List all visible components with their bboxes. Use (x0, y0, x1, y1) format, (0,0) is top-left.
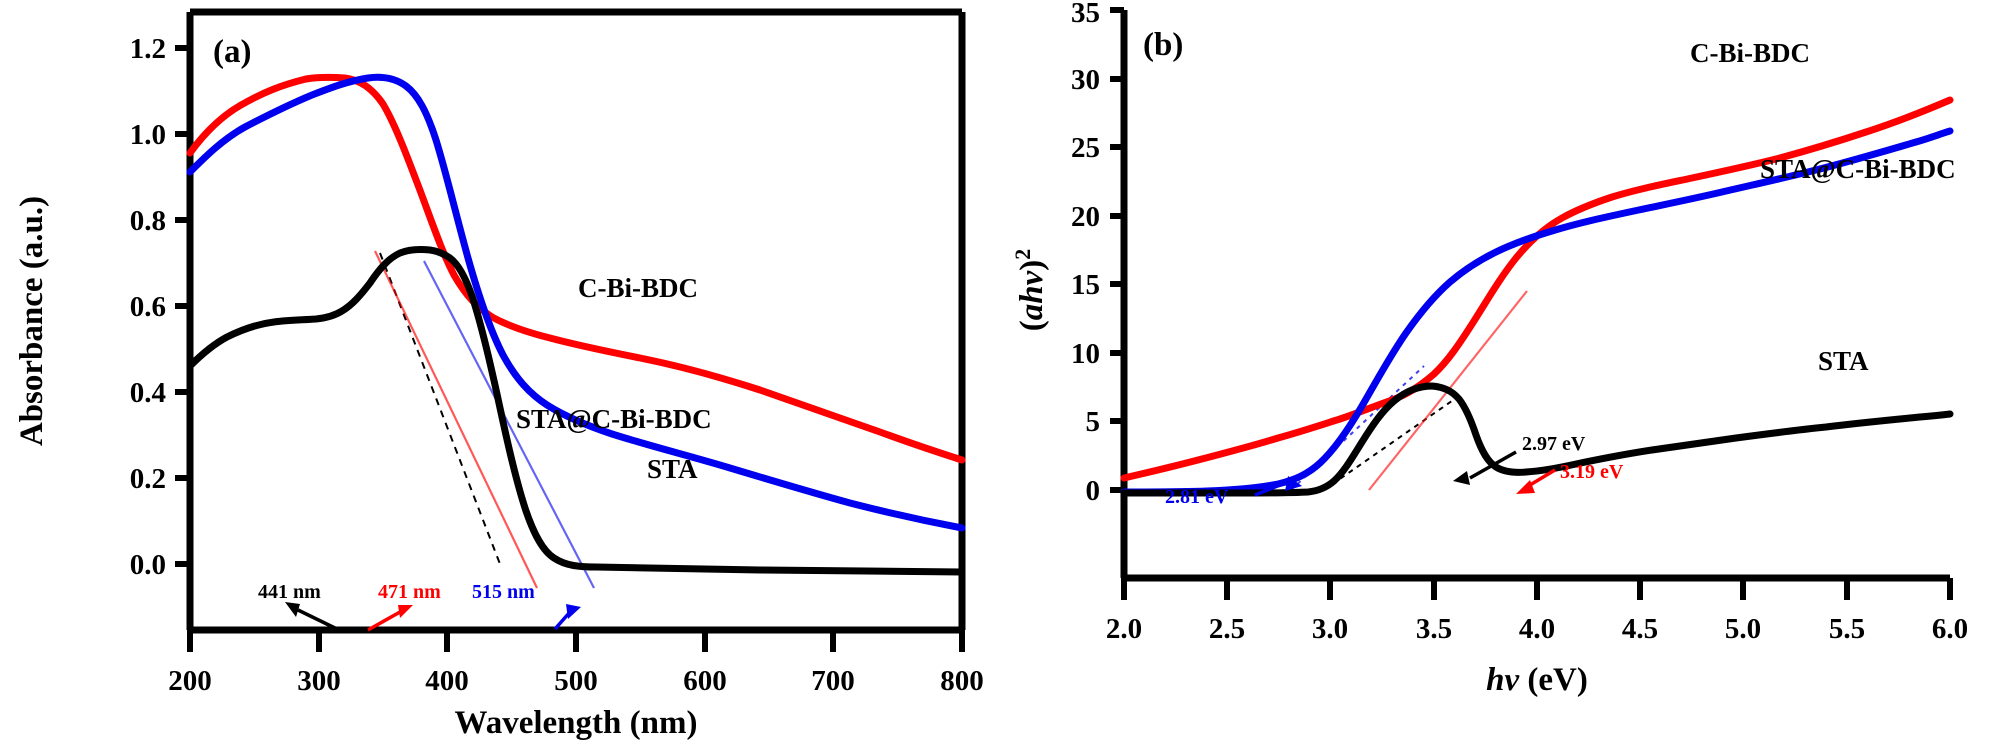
panel-a-tangents (374, 250, 595, 589)
x-tick-label: 5.0 (1725, 613, 1761, 645)
y-tick-label: 20 (1071, 201, 1100, 233)
x-tick-label: 500 (554, 665, 598, 697)
panel-a-annotation-arrows (285, 602, 581, 632)
x-axis-title-italic: hv (1486, 662, 1519, 698)
y-tick-label: 0.2 (130, 463, 166, 495)
x-tick-label: 300 (297, 665, 341, 697)
panel-a-x-axis-title: Wavelength (nm) (455, 705, 698, 741)
series-label-sta: STA (1818, 346, 1869, 376)
y-axis-title-close: ) (1014, 260, 1050, 271)
y-axis-title-italic: ahv (1014, 270, 1050, 320)
y-tick-label: 0 (1086, 475, 1101, 507)
series-label-c-bi-bdc: C-Bi-BDC (1690, 38, 1810, 68)
x-tick-label: 2.5 (1209, 613, 1245, 645)
y-tick-label: 1.0 (130, 119, 166, 151)
x-tick-label: 2.0 (1106, 613, 1142, 645)
x-tick-label: 600 (683, 665, 727, 697)
x-tick-label: 4.0 (1519, 613, 1555, 645)
annotation-281ev: 2.81 eV (1165, 486, 1229, 508)
y-tick-label: 25 (1071, 132, 1100, 164)
annotation-297ev: 2.97 eV (1522, 433, 1586, 455)
series-curve-sta (1120, 382, 1954, 497)
x-tick-label: 200 (168, 665, 212, 697)
panel-a-y-ticks (175, 45, 190, 567)
annotation-515nm: 515 nm (472, 581, 535, 603)
y-tick-label: 15 (1071, 269, 1100, 301)
y-axis-title-superscript: 2 (1010, 249, 1035, 260)
series-label-sta: STA (647, 454, 698, 484)
panel-b-x-axis-title: hv (eV) (1486, 662, 1588, 698)
panel-a-x-tick-labels: 200 300 400 500 600 700 800 (168, 665, 984, 697)
y-tick-label: 0.8 (130, 205, 166, 237)
y-axis-title-open: ( (1014, 320, 1050, 331)
panel-b-x-tick-labels: 2.0 2.5 3.0 3.5 4.0 4.5 5.0 5.5 6.0 (1106, 613, 1968, 645)
panel-a-x-ticks (187, 630, 965, 652)
x-tick-label: 3.5 (1416, 613, 1452, 645)
x-tick-label: 5.5 (1829, 613, 1865, 645)
annotation-319ev: 3.19 eV (1560, 461, 1624, 483)
y-tick-label: 0.0 (130, 549, 166, 581)
panel-a-y-tick-labels: 0.0 0.2 0.4 0.6 0.8 1.0 1.2 (130, 33, 166, 581)
y-tick-label: 35 (1071, 0, 1100, 29)
panel-b-annotation-arrows (1254, 450, 1556, 497)
panel-b-y-tick-labels: 0 5 10 15 20 25 30 35 (1071, 0, 1100, 507)
panel-a: 0.0 0.2 0.4 0.6 0.8 1.0 1.2 200 300 (14, 8, 984, 741)
panel-a-y-axis-title: Absorbance (a.u.) (14, 196, 50, 446)
panel-b-x-ticks (1121, 578, 1953, 600)
series-label-sta-at-c-bi-bdc: STA@C-Bi-BDC (516, 404, 712, 434)
panel-a-svg: 0.0 0.2 0.4 0.6 0.8 1.0 1.2 200 300 (14, 8, 984, 741)
x-tick-label: 400 (425, 665, 469, 697)
panel-b-svg: 0 5 10 15 20 25 30 35 (1010, 0, 1968, 698)
panel-b-label: (b) (1143, 27, 1183, 63)
x-axis-title-rest: (eV) (1519, 662, 1588, 698)
x-tick-label: 4.5 (1622, 613, 1658, 645)
x-tick-label: 3.0 (1312, 613, 1348, 645)
panel-b-y-axis-title: (ahv)2 (1010, 249, 1050, 332)
annotation-441nm: 441 nm (258, 581, 321, 603)
y-tick-label: 1.2 (130, 33, 166, 65)
series-curve-c-bi-bdc (186, 73, 966, 464)
x-tick-label: 800 (940, 665, 984, 697)
annotation-471nm: 471 nm (378, 581, 441, 603)
x-tick-label: 6.0 (1932, 613, 1968, 645)
series-curve-sta-at-c-bi-bdc (186, 73, 966, 532)
series-curve-c-bi-bdc (1120, 96, 1954, 482)
y-tick-label: 10 (1071, 338, 1100, 370)
y-tick-label: 5 (1086, 406, 1101, 438)
panel-a-label: (a) (213, 34, 251, 70)
series-label-sta-at-c-bi-bdc: STA@C-Bi-BDC (1760, 154, 1956, 184)
series-label-c-bi-bdc: C-Bi-BDC (578, 273, 698, 303)
y-tick-label: 0.4 (130, 377, 166, 409)
y-tick-label: 0.6 (130, 291, 166, 323)
y-tick-label: 30 (1071, 64, 1100, 96)
x-tick-label: 700 (811, 665, 855, 697)
panel-b: 0 5 10 15 20 25 30 35 (1000, 0, 2000, 743)
series-curve-sta (186, 245, 966, 576)
